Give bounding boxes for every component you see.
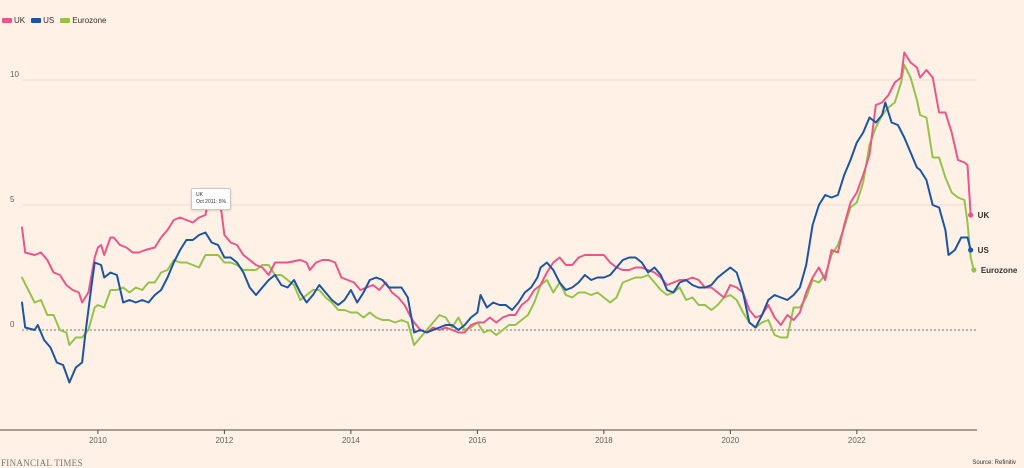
series-line-us: [21, 101, 972, 384]
tooltip: UK Oct 2011: 5%: [191, 188, 231, 210]
gridlines: 0 5 10: [10, 70, 977, 331]
source-note: Source: Refinitiv: [972, 460, 1016, 466]
end-label-us: US: [978, 246, 990, 255]
series-line-uk: [21, 51, 972, 334]
y-tick-label: 10: [10, 70, 19, 79]
end-label-uk: UK: [978, 211, 990, 220]
x-tick-label: 2018: [595, 436, 613, 445]
x-tick-label: 2014: [342, 436, 360, 445]
end-marker-us: [968, 247, 974, 253]
x-tick-label: 2012: [215, 436, 233, 445]
chart-legend: UK US Eurozone: [2, 16, 107, 25]
end-marker-uk: [968, 212, 974, 218]
legend-item-us: US: [31, 16, 54, 25]
legend-label: US: [43, 16, 55, 25]
legend-swatch: [31, 18, 42, 23]
end-marker-eurozone: [971, 267, 977, 273]
y-tick-label: 5: [10, 195, 15, 204]
x-tick-label: 2010: [89, 436, 107, 445]
y-tick-label: 0: [10, 320, 15, 329]
end-labels: UK US Eurozone: [968, 211, 1018, 275]
legend-swatch: [60, 18, 71, 23]
x-tick-label: 2020: [721, 436, 739, 445]
x-tick-label: 2016: [468, 436, 486, 445]
legend-swatch: [2, 18, 12, 23]
brand-logo: FINANCIAL TIMES: [1, 458, 83, 468]
x-axis: 2010 2012 2014 2016 2018 2020 2022: [0, 429, 977, 445]
legend-item-uk: UK: [2, 16, 25, 25]
legend-label: UK: [14, 16, 26, 25]
series-lines: [21, 51, 975, 384]
x-tick-label: 2022: [848, 436, 866, 445]
legend-label: Eurozone: [72, 16, 107, 25]
tooltip-detail: Oct 2011: 5%: [196, 199, 226, 205]
tooltip-series: UK: [196, 192, 203, 198]
end-label-eurozone: Eurozone: [981, 266, 1018, 275]
legend-item-eurozone: Eurozone: [60, 16, 107, 25]
